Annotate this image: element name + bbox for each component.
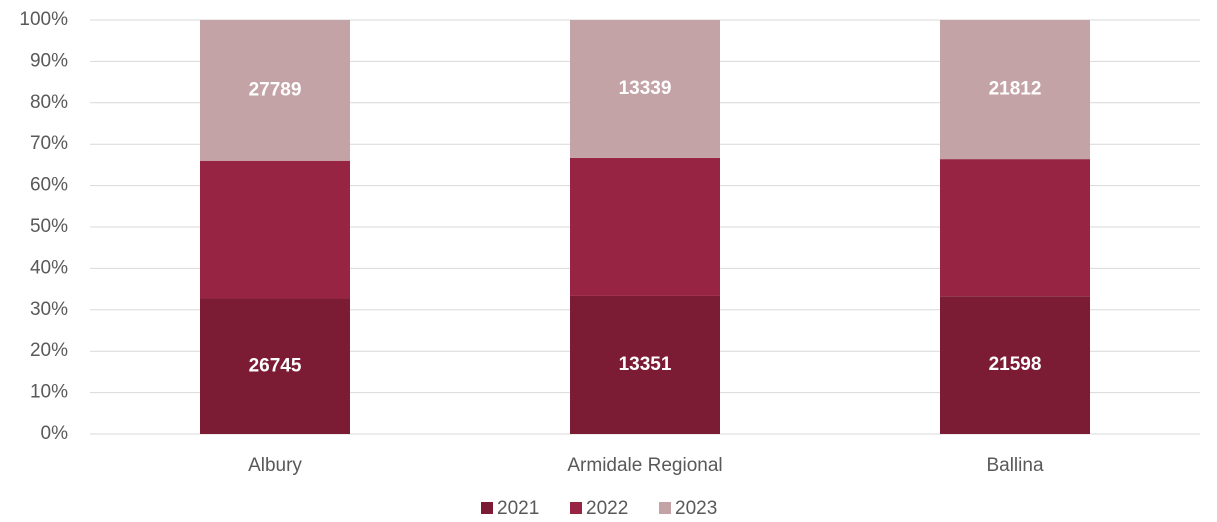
legend-swatch (481, 502, 493, 514)
bar-segment (570, 157, 720, 296)
bar-segment (940, 159, 1090, 297)
data-label: 13339 (619, 78, 672, 99)
y-tick-label: 100% (19, 9, 68, 30)
y-tick-label: 10% (30, 382, 68, 403)
bar-segment (200, 160, 350, 299)
data-label: 21812 (989, 79, 1042, 100)
bar-segment (570, 20, 720, 158)
legend-swatch (659, 502, 671, 514)
y-tick-label: 30% (30, 299, 68, 320)
legend-label: 2021 (497, 498, 539, 519)
x-tick-label: Armidale Regional (567, 455, 722, 476)
legend-swatch (570, 502, 582, 514)
y-tick-label: 50% (30, 216, 68, 237)
y-tick-label: 40% (30, 257, 68, 278)
y-tick-label: 70% (30, 133, 68, 154)
bar-segment (200, 20, 350, 161)
data-label: 26745 (249, 355, 302, 376)
data-label: 21598 (989, 354, 1042, 375)
y-tick-label: 80% (30, 92, 68, 113)
bar-segment (940, 296, 1090, 434)
data-label: 13351 (619, 354, 672, 375)
data-label: 27789 (249, 79, 302, 100)
x-tick-label: Albury (248, 455, 302, 476)
bar-segment (570, 295, 720, 434)
bar-segment (200, 298, 350, 434)
bar-segment (940, 20, 1090, 160)
y-tick-label: 20% (30, 340, 68, 361)
y-tick-label: 90% (30, 50, 68, 71)
y-tick-label: 0% (41, 423, 69, 444)
legend-label: 2022 (586, 498, 628, 519)
y-tick-label: 60% (30, 175, 68, 196)
x-tick-label: Ballina (986, 455, 1043, 476)
legend-label: 2023 (675, 498, 717, 519)
